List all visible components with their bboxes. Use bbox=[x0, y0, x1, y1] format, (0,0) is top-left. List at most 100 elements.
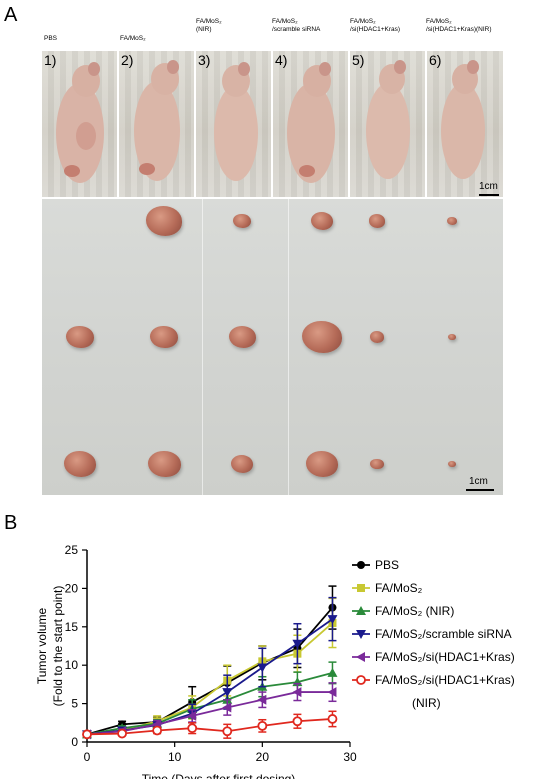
chart-series-layer bbox=[82, 585, 338, 740]
group-label-1: PBS bbox=[44, 35, 58, 42]
mouse-photo-2: 2) bbox=[119, 51, 194, 197]
group-label-5: FA/MoS₂ /si(HDAC1+Kras) bbox=[350, 18, 401, 33]
legend-label: FA/MoS₂/si(HDAC1+Kras) bbox=[375, 673, 515, 687]
legend-label: FA/MoS₂ bbox=[375, 581, 423, 595]
mouse-image-3 bbox=[214, 62, 258, 181]
y-axis-label: Tumor volume bbox=[35, 608, 49, 685]
data-point bbox=[222, 688, 233, 698]
data-point bbox=[187, 710, 197, 721]
data-point bbox=[327, 667, 338, 677]
y-tick-label: 0 bbox=[71, 735, 78, 749]
data-point bbox=[327, 714, 338, 724]
y-tick-label: 15 bbox=[65, 620, 79, 634]
tumor-photo-divider-1 bbox=[202, 199, 203, 495]
legend-marker bbox=[356, 606, 366, 615]
tumor-scale-bar bbox=[466, 489, 494, 491]
legend-marker bbox=[357, 584, 365, 592]
tumor-sample bbox=[149, 325, 179, 349]
tumor-sample bbox=[447, 217, 457, 225]
y-tick-label: 5 bbox=[71, 697, 78, 711]
panel-number-2: 2) bbox=[121, 52, 134, 68]
tumor-sample bbox=[64, 451, 96, 477]
data-point bbox=[257, 663, 268, 673]
legend-label: PBS bbox=[375, 558, 399, 572]
legend-label: FA/MoS₂ (NIR) bbox=[375, 604, 454, 618]
y-axis-label-secondary: (Fold to the start point) bbox=[51, 586, 65, 707]
series-line bbox=[86, 672, 333, 736]
panel-number-6: 6) bbox=[429, 52, 442, 68]
series-6 bbox=[82, 710, 338, 740]
panel-number-4: 4) bbox=[275, 52, 288, 68]
x-tick-label: 10 bbox=[168, 750, 182, 764]
legend-label-continued: (NIR) bbox=[412, 696, 441, 710]
mouse-photo-5: 5) bbox=[350, 51, 425, 197]
mice-scale-label: 1cm bbox=[479, 181, 498, 192]
data-point bbox=[292, 687, 302, 698]
tumor-volume-chart: 0 5 10 15 20 25 0 10 20 30 Time (Days after first … bbox=[35, 543, 515, 779]
panel-number-3: 3) bbox=[198, 52, 211, 68]
series-1 bbox=[83, 585, 337, 739]
panel-number-1: 1) bbox=[44, 52, 57, 68]
tumor-photo: 1cm bbox=[42, 199, 503, 495]
mouse-photo-1: 1) bbox=[42, 51, 117, 197]
data-point bbox=[187, 723, 198, 734]
mouse-image-5 bbox=[366, 60, 410, 179]
tumor-sample bbox=[368, 214, 386, 228]
mouse-image-1 bbox=[56, 62, 104, 183]
tumor-sample bbox=[230, 455, 254, 473]
series-line bbox=[86, 691, 333, 736]
y-tick-label: 10 bbox=[65, 658, 79, 672]
group-label-6: FA/MoS₂ /si(HDAC1+Kras)(NIR) bbox=[426, 18, 492, 33]
mice-scale-bar bbox=[479, 194, 499, 196]
y-tick-label: 20 bbox=[65, 581, 79, 595]
mouse-image-6 bbox=[441, 60, 485, 179]
legend-marker bbox=[356, 652, 365, 662]
group-label-4: FA/MoS₂ /scramble siRNA bbox=[272, 18, 321, 33]
mouse-photo-3: 3) bbox=[196, 51, 271, 197]
legend-marker bbox=[357, 561, 365, 569]
series-line bbox=[86, 718, 333, 736]
tumor-sample bbox=[370, 458, 384, 470]
data-point bbox=[82, 729, 92, 740]
tumor-sample bbox=[301, 320, 343, 354]
x-tick-label: 20 bbox=[256, 750, 270, 764]
legend-label: FA/MoS₂/scramble siRNA bbox=[375, 627, 512, 641]
legend-marker bbox=[356, 675, 366, 685]
tumor-sample bbox=[306, 451, 338, 477]
chart-axes: 0 5 10 15 20 25 0 10 20 30 Time (Days after first … bbox=[35, 543, 357, 779]
data-point bbox=[222, 726, 233, 737]
tumor-sample bbox=[147, 450, 181, 478]
group-label-2: FA/MoS₂ bbox=[120, 35, 146, 42]
tumor-sample bbox=[228, 326, 256, 348]
tumor-sample bbox=[145, 206, 183, 236]
mice-photo-strip: 1) 2) 3) 4) bbox=[42, 51, 503, 197]
series-5 bbox=[82, 682, 337, 740]
mouse-photo-4: 4) bbox=[273, 51, 348, 197]
group-label-3: FA/MoS₂ (NIR) bbox=[196, 18, 222, 33]
tumor-scale-label: 1cm bbox=[469, 476, 488, 487]
tumor-sample bbox=[310, 212, 334, 230]
series-line bbox=[86, 607, 334, 736]
data-point bbox=[292, 716, 303, 727]
tumor-sample bbox=[65, 325, 95, 349]
panel-a-letter: A bbox=[4, 4, 18, 26]
tumor-sample bbox=[447, 333, 457, 341]
data-point bbox=[327, 687, 337, 698]
tumor-sample bbox=[448, 461, 456, 467]
panel-number-5: 5) bbox=[352, 52, 365, 68]
data-point bbox=[222, 702, 232, 713]
mouse-image-4 bbox=[287, 62, 335, 183]
panel-b-letter: B bbox=[4, 512, 18, 534]
mouse-image-2 bbox=[134, 60, 180, 181]
x-tick-label: 0 bbox=[84, 750, 91, 764]
legend-label: FA/MoS₂/si(HDAC1+Kras) bbox=[375, 650, 515, 664]
chart-legend: PBS FA/MoS₂ FA/MoS₂ (NIR) FA/MoS₂/scramble … bbox=[352, 558, 515, 710]
data-point bbox=[152, 725, 163, 736]
y-tick-label: 25 bbox=[65, 543, 79, 557]
data-point bbox=[292, 639, 303, 649]
data-point bbox=[257, 694, 267, 705]
tumor-sample bbox=[369, 331, 385, 343]
tumor-photo-divider-2 bbox=[288, 199, 289, 495]
tumor-sample bbox=[233, 213, 251, 229]
x-axis-label: Time (Days after first dosing) bbox=[142, 772, 296, 779]
